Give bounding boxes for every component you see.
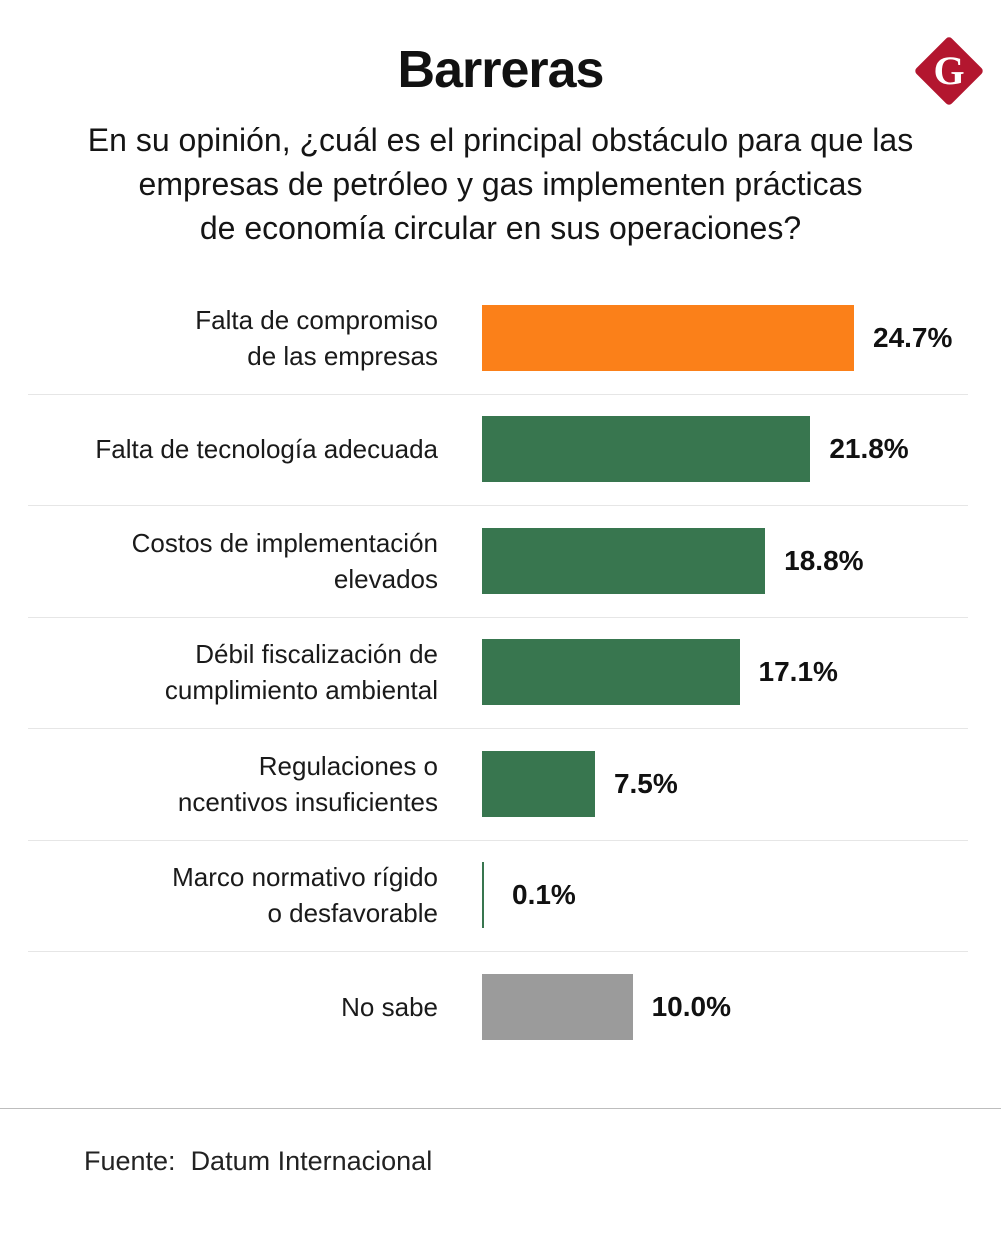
category-label-line: ncentivos insuficientes bbox=[177, 786, 438, 817]
value-label: 7.5% bbox=[613, 767, 678, 799]
logo-diamond bbox=[915, 37, 983, 105]
row-divider bbox=[28, 616, 968, 618]
bar-2 bbox=[482, 416, 811, 483]
category-label-line: Falta de tecnología adecuada bbox=[95, 434, 438, 465]
bar-chart: 24.7% Falta de compromiso de las empresas 2… bbox=[28, 302, 968, 1040]
footer-divider bbox=[0, 1108, 1001, 1109]
bar-6 bbox=[482, 862, 484, 929]
row-divider bbox=[28, 728, 968, 729]
category-label-line: Débil fiscalización de bbox=[195, 639, 438, 670]
category-label-line: de las empresas bbox=[247, 340, 438, 371]
logo-letter: G bbox=[933, 48, 964, 93]
subtitle-line: de economía circular en sus operaciones? bbox=[199, 210, 802, 246]
category-label: Falta de compromiso de las empresas bbox=[40, 302, 438, 374]
source-note: Fuente: Datum Internacional bbox=[84, 1146, 433, 1176]
category-label: No sabe bbox=[40, 989, 438, 1025]
bar-1 bbox=[482, 304, 854, 371]
value-label: 24.7% bbox=[873, 321, 953, 353]
row-divider bbox=[28, 839, 968, 841]
bar-7 bbox=[482, 973, 633, 1040]
value-label: 17.1% bbox=[758, 656, 838, 688]
category-label-line: Marco normativo rígido bbox=[172, 862, 438, 893]
value-label: 21.8% bbox=[829, 433, 909, 465]
bar-4 bbox=[482, 639, 740, 706]
subtitle-line: En su opinión, ¿cuál es el principal obs… bbox=[87, 122, 914, 158]
chart-title: Barreras bbox=[397, 41, 605, 99]
category-label: Débil fiscalización de cumplimiento ambie… bbox=[40, 636, 438, 708]
row-divider bbox=[28, 951, 968, 952]
category-label-line: No sabe bbox=[341, 991, 438, 1022]
value-label: 18.8% bbox=[784, 544, 864, 576]
category-label: Falta de tecnología adecuada bbox=[40, 431, 438, 467]
category-label-line: elevados bbox=[333, 563, 438, 594]
value-label: 10.0% bbox=[651, 990, 731, 1022]
chart-subtitle: En su opinión, ¿cuál es el principal obs… bbox=[40, 118, 961, 250]
value-label: 0.1% bbox=[512, 879, 576, 911]
row-divider bbox=[28, 505, 968, 506]
category-label-line: Falta de compromiso bbox=[195, 304, 438, 335]
category-label: Regulaciones o ncentivos insuficientes bbox=[40, 748, 438, 820]
bar-3 bbox=[482, 527, 766, 594]
category-label-line: Costos de implementación bbox=[131, 527, 438, 558]
category-label: Marco normativo rígido o desfavorable bbox=[40, 859, 438, 931]
category-label-line: cumplimiento ambiental bbox=[164, 675, 438, 706]
category-label: Costos de implementación elevados bbox=[40, 525, 438, 597]
brand-logo: G bbox=[915, 37, 983, 105]
bar-5 bbox=[482, 750, 595, 817]
row-divider bbox=[28, 393, 968, 395]
subtitle-line: empresas de petróleo y gas implementen p… bbox=[138, 166, 863, 202]
category-label-line: Regulaciones o bbox=[258, 750, 438, 781]
category-label-line: o desfavorable bbox=[267, 898, 438, 929]
